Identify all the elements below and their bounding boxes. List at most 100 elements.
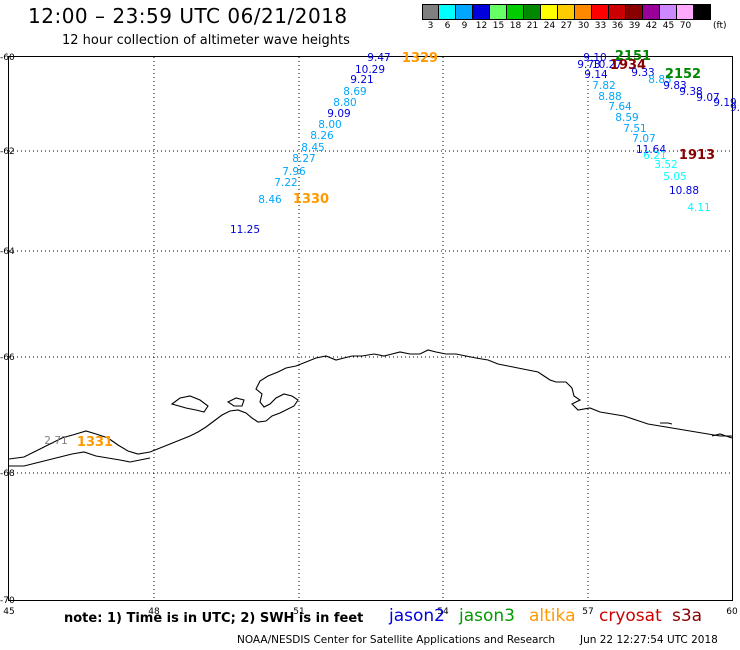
swh-value-label: 9.19 xyxy=(713,97,736,109)
pass-number-label: 1330 xyxy=(293,192,329,207)
swh-value-label: 9.47 xyxy=(367,52,390,64)
map-frame xyxy=(8,56,733,601)
footer-note: note: 1) Time is in UTC; 2) SWH is in fe… xyxy=(64,611,364,626)
lon-label: 51 xyxy=(293,607,304,617)
swh-value-label: 9.14 xyxy=(584,69,608,81)
lat-label: -66 xyxy=(0,353,15,363)
color-scale-legend xyxy=(422,4,711,20)
swh-value-label: 8.46 xyxy=(258,194,282,206)
lat-label: -60 xyxy=(0,53,15,63)
legend-swatch xyxy=(439,4,456,20)
legend-swatch xyxy=(592,4,609,20)
legend-label: 6 xyxy=(444,21,451,31)
swh-value-label: 7.96 xyxy=(282,166,306,178)
swh-value-label: 8.59 xyxy=(615,112,638,124)
swh-value-label: 9.10 xyxy=(583,52,606,64)
lon-label: 48 xyxy=(148,607,160,617)
swh-value-label: 8.45 xyxy=(301,142,324,154)
coastline xyxy=(8,349,733,467)
page-subtitle: 12 hour collection of altimeter wave hei… xyxy=(62,33,350,48)
generated-timestamp: Jun 22 12:27:54 UTC 2018 xyxy=(580,634,718,646)
swh-value-label: 9.73 xyxy=(577,59,600,71)
swh-value-label: 9.21 xyxy=(350,74,373,86)
swh-value-label: 9.33 xyxy=(631,67,654,79)
legend-unit: (ft) xyxy=(713,21,727,31)
legend-swatch xyxy=(660,4,677,20)
legend-swatch xyxy=(422,4,439,20)
legend-swatch xyxy=(473,4,490,20)
swh-value-label: 7.51 xyxy=(623,123,646,135)
graticule xyxy=(9,57,732,600)
swh-value-label: 9.07 xyxy=(696,92,719,104)
mission-label-s3a: s3a xyxy=(672,606,703,626)
mission-label-altika: altika xyxy=(529,606,576,626)
swh-value-label: 6.21 xyxy=(643,150,666,162)
swh-value-label: 10.27 xyxy=(592,59,622,71)
legend-swatch xyxy=(609,4,626,20)
legend-swatch xyxy=(575,4,592,20)
legend-label: 70 xyxy=(679,21,692,31)
color-scale-labels: 3 6 9 12 15 18 21 24 27 30 33 36 39 42 45 70 (ft) xyxy=(422,21,740,33)
swh-value-label: 10.88 xyxy=(669,185,699,197)
legend-label: 21 xyxy=(526,21,539,31)
pass-number-label: 2152 xyxy=(665,67,701,82)
legend-swatch xyxy=(643,4,660,20)
swh-value-label: 5.05 xyxy=(663,171,686,183)
pass-number-label: 1329 xyxy=(402,51,438,66)
legend-swatch xyxy=(694,4,711,20)
swh-value-label: 9.38 xyxy=(679,86,702,98)
legend-swatch xyxy=(507,4,524,20)
page-title: 12:00 – 23:59 UTC 06/21/2018 xyxy=(28,4,348,28)
legend-label: 30 xyxy=(577,21,590,31)
pass-number-label: 1331 xyxy=(77,435,113,450)
swh-value-label: 8.69 xyxy=(343,86,366,98)
legend-swatch xyxy=(558,4,575,20)
legend-label: 24 xyxy=(543,21,556,31)
swh-value-label: 9.09 xyxy=(327,108,350,120)
swh-value-label: 7.07 xyxy=(632,133,655,145)
swh-value-label: 8.88 xyxy=(598,91,621,103)
mission-label-cryosat: cryosat xyxy=(599,606,662,626)
legend-label: 27 xyxy=(560,21,573,31)
swh-value-label: 10.29 xyxy=(355,64,385,76)
lon-label: 60 xyxy=(726,607,738,617)
pass-number-label: 1934 xyxy=(610,58,646,73)
swh-value-label: 11.25 xyxy=(230,224,260,236)
credit-line: NOAA/NESDIS Center for Satellite Applica… xyxy=(237,634,555,646)
pass-number-label: 1913 xyxy=(679,148,715,163)
swh-value-label: 4.11 xyxy=(687,202,710,214)
legend-label: 39 xyxy=(628,21,641,31)
swh-value-label: 7.22 xyxy=(274,177,297,189)
lon-label: 54 xyxy=(437,607,449,617)
swh-value-label: 8.26 xyxy=(310,130,334,142)
swh-value-label: 8.80 xyxy=(333,97,356,109)
legend-label: 42 xyxy=(645,21,658,31)
legend-swatch xyxy=(677,4,694,20)
altimeter-tracks: 9.4710.299.218.698.809.098.008.268.458.2… xyxy=(44,49,740,450)
swh-value-label: 7.82 xyxy=(592,80,615,92)
legend-label: 12 xyxy=(475,21,488,31)
swh-value-label: 8.85 xyxy=(648,74,671,86)
swh-value-label: 9.83 xyxy=(663,80,686,92)
swh-value-label: 7.64 xyxy=(608,101,632,113)
swh-value-label: 9. xyxy=(730,102,740,114)
mission-label-jason3: jason3 xyxy=(459,606,515,626)
legend-label: 45 xyxy=(662,21,675,31)
pass-number-label: 2151 xyxy=(615,49,651,64)
swh-value-label: 11.64 xyxy=(636,144,666,156)
legend-label: 33 xyxy=(594,21,607,31)
swh-value-label: 8.00 xyxy=(318,119,341,131)
legend-label: 3 xyxy=(427,21,434,31)
legend-label: 15 xyxy=(492,21,505,31)
swh-value-label: 2.71 xyxy=(44,435,67,447)
swh-value-label: 3.52 xyxy=(654,159,677,171)
lat-label: -62 xyxy=(0,147,15,157)
legend-swatch xyxy=(524,4,541,20)
lat-label: -64 xyxy=(0,247,15,257)
legend-label: 18 xyxy=(509,21,522,31)
lat-label: -68 xyxy=(0,469,15,479)
mission-label-jason2: jason2 xyxy=(389,606,445,626)
legend-swatch xyxy=(626,4,643,20)
lat-label: -70 xyxy=(0,596,15,606)
legend-swatch xyxy=(541,4,558,20)
